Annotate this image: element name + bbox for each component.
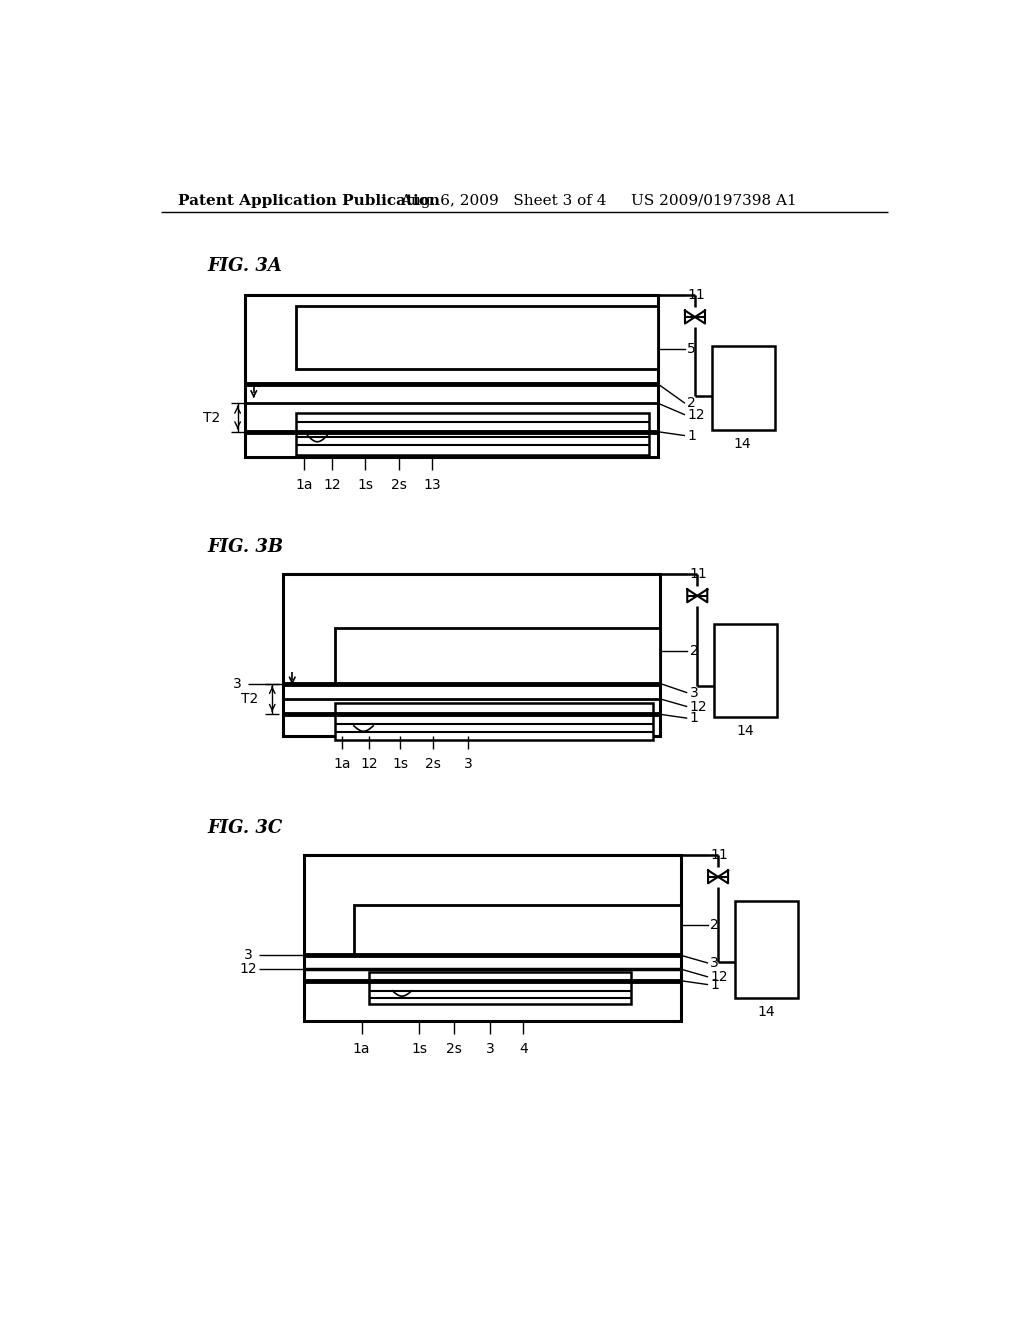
Polygon shape — [687, 589, 697, 602]
Text: 3: 3 — [232, 677, 242, 690]
Text: 12: 12 — [324, 478, 341, 492]
Text: 12: 12 — [711, 970, 728, 983]
Polygon shape — [685, 310, 695, 323]
Text: 2s: 2s — [425, 756, 441, 771]
Text: 1a: 1a — [334, 756, 351, 771]
Bar — [304, 855, 681, 1020]
Text: 1a: 1a — [295, 478, 312, 492]
Text: 12: 12 — [240, 962, 257, 977]
Text: 1s: 1s — [357, 478, 374, 492]
Bar — [335, 702, 652, 739]
Polygon shape — [718, 870, 728, 883]
Text: 3: 3 — [464, 756, 472, 771]
Text: 1s: 1s — [392, 756, 408, 771]
Text: 2s: 2s — [390, 478, 407, 492]
Bar — [370, 972, 631, 1003]
Bar — [354, 906, 681, 956]
Text: 12: 12 — [687, 408, 705, 422]
Text: 2s: 2s — [446, 1041, 462, 1056]
Text: 2: 2 — [687, 396, 696, 411]
Text: 2: 2 — [689, 644, 698, 659]
Text: 1: 1 — [687, 429, 696, 442]
Bar — [735, 902, 798, 998]
Text: 1: 1 — [711, 978, 719, 991]
Text: 3: 3 — [711, 956, 719, 970]
Polygon shape — [695, 310, 705, 323]
Text: 12: 12 — [360, 756, 378, 771]
Text: 14: 14 — [734, 437, 752, 451]
Text: 11: 11 — [687, 289, 705, 302]
Text: 13: 13 — [424, 478, 441, 492]
Bar — [296, 412, 649, 455]
Text: FIG. 3C: FIG. 3C — [208, 820, 283, 837]
Text: 11: 11 — [689, 568, 708, 581]
Text: 1a: 1a — [353, 1041, 371, 1056]
Text: 4: 4 — [519, 1041, 527, 1056]
Bar — [283, 574, 660, 737]
Polygon shape — [697, 589, 708, 602]
Bar — [335, 628, 660, 684]
Text: FIG. 3A: FIG. 3A — [208, 257, 283, 275]
Bar — [245, 296, 658, 457]
Bar — [712, 346, 775, 430]
Bar — [714, 624, 777, 717]
Text: FIG. 3B: FIG. 3B — [208, 539, 284, 556]
Text: 3: 3 — [485, 1041, 495, 1056]
Text: 2: 2 — [711, 917, 719, 932]
Text: 3: 3 — [689, 686, 698, 700]
Text: 3: 3 — [244, 948, 253, 962]
Text: 14: 14 — [736, 723, 754, 738]
Text: US 2009/0197398 A1: US 2009/0197398 A1 — [631, 194, 797, 207]
Text: 12: 12 — [689, 700, 708, 714]
Text: Aug. 6, 2009   Sheet 3 of 4: Aug. 6, 2009 Sheet 3 of 4 — [400, 194, 606, 207]
Text: Patent Application Publication: Patent Application Publication — [178, 194, 440, 207]
Text: 1: 1 — [689, 711, 698, 725]
Text: T2: T2 — [203, 411, 220, 425]
Text: T2: T2 — [242, 692, 258, 706]
Text: 14: 14 — [757, 1005, 774, 1019]
Text: 11: 11 — [711, 849, 728, 862]
Bar — [296, 306, 658, 370]
Text: 1s: 1s — [412, 1041, 427, 1056]
Polygon shape — [708, 870, 718, 883]
Text: 5: 5 — [687, 342, 696, 355]
